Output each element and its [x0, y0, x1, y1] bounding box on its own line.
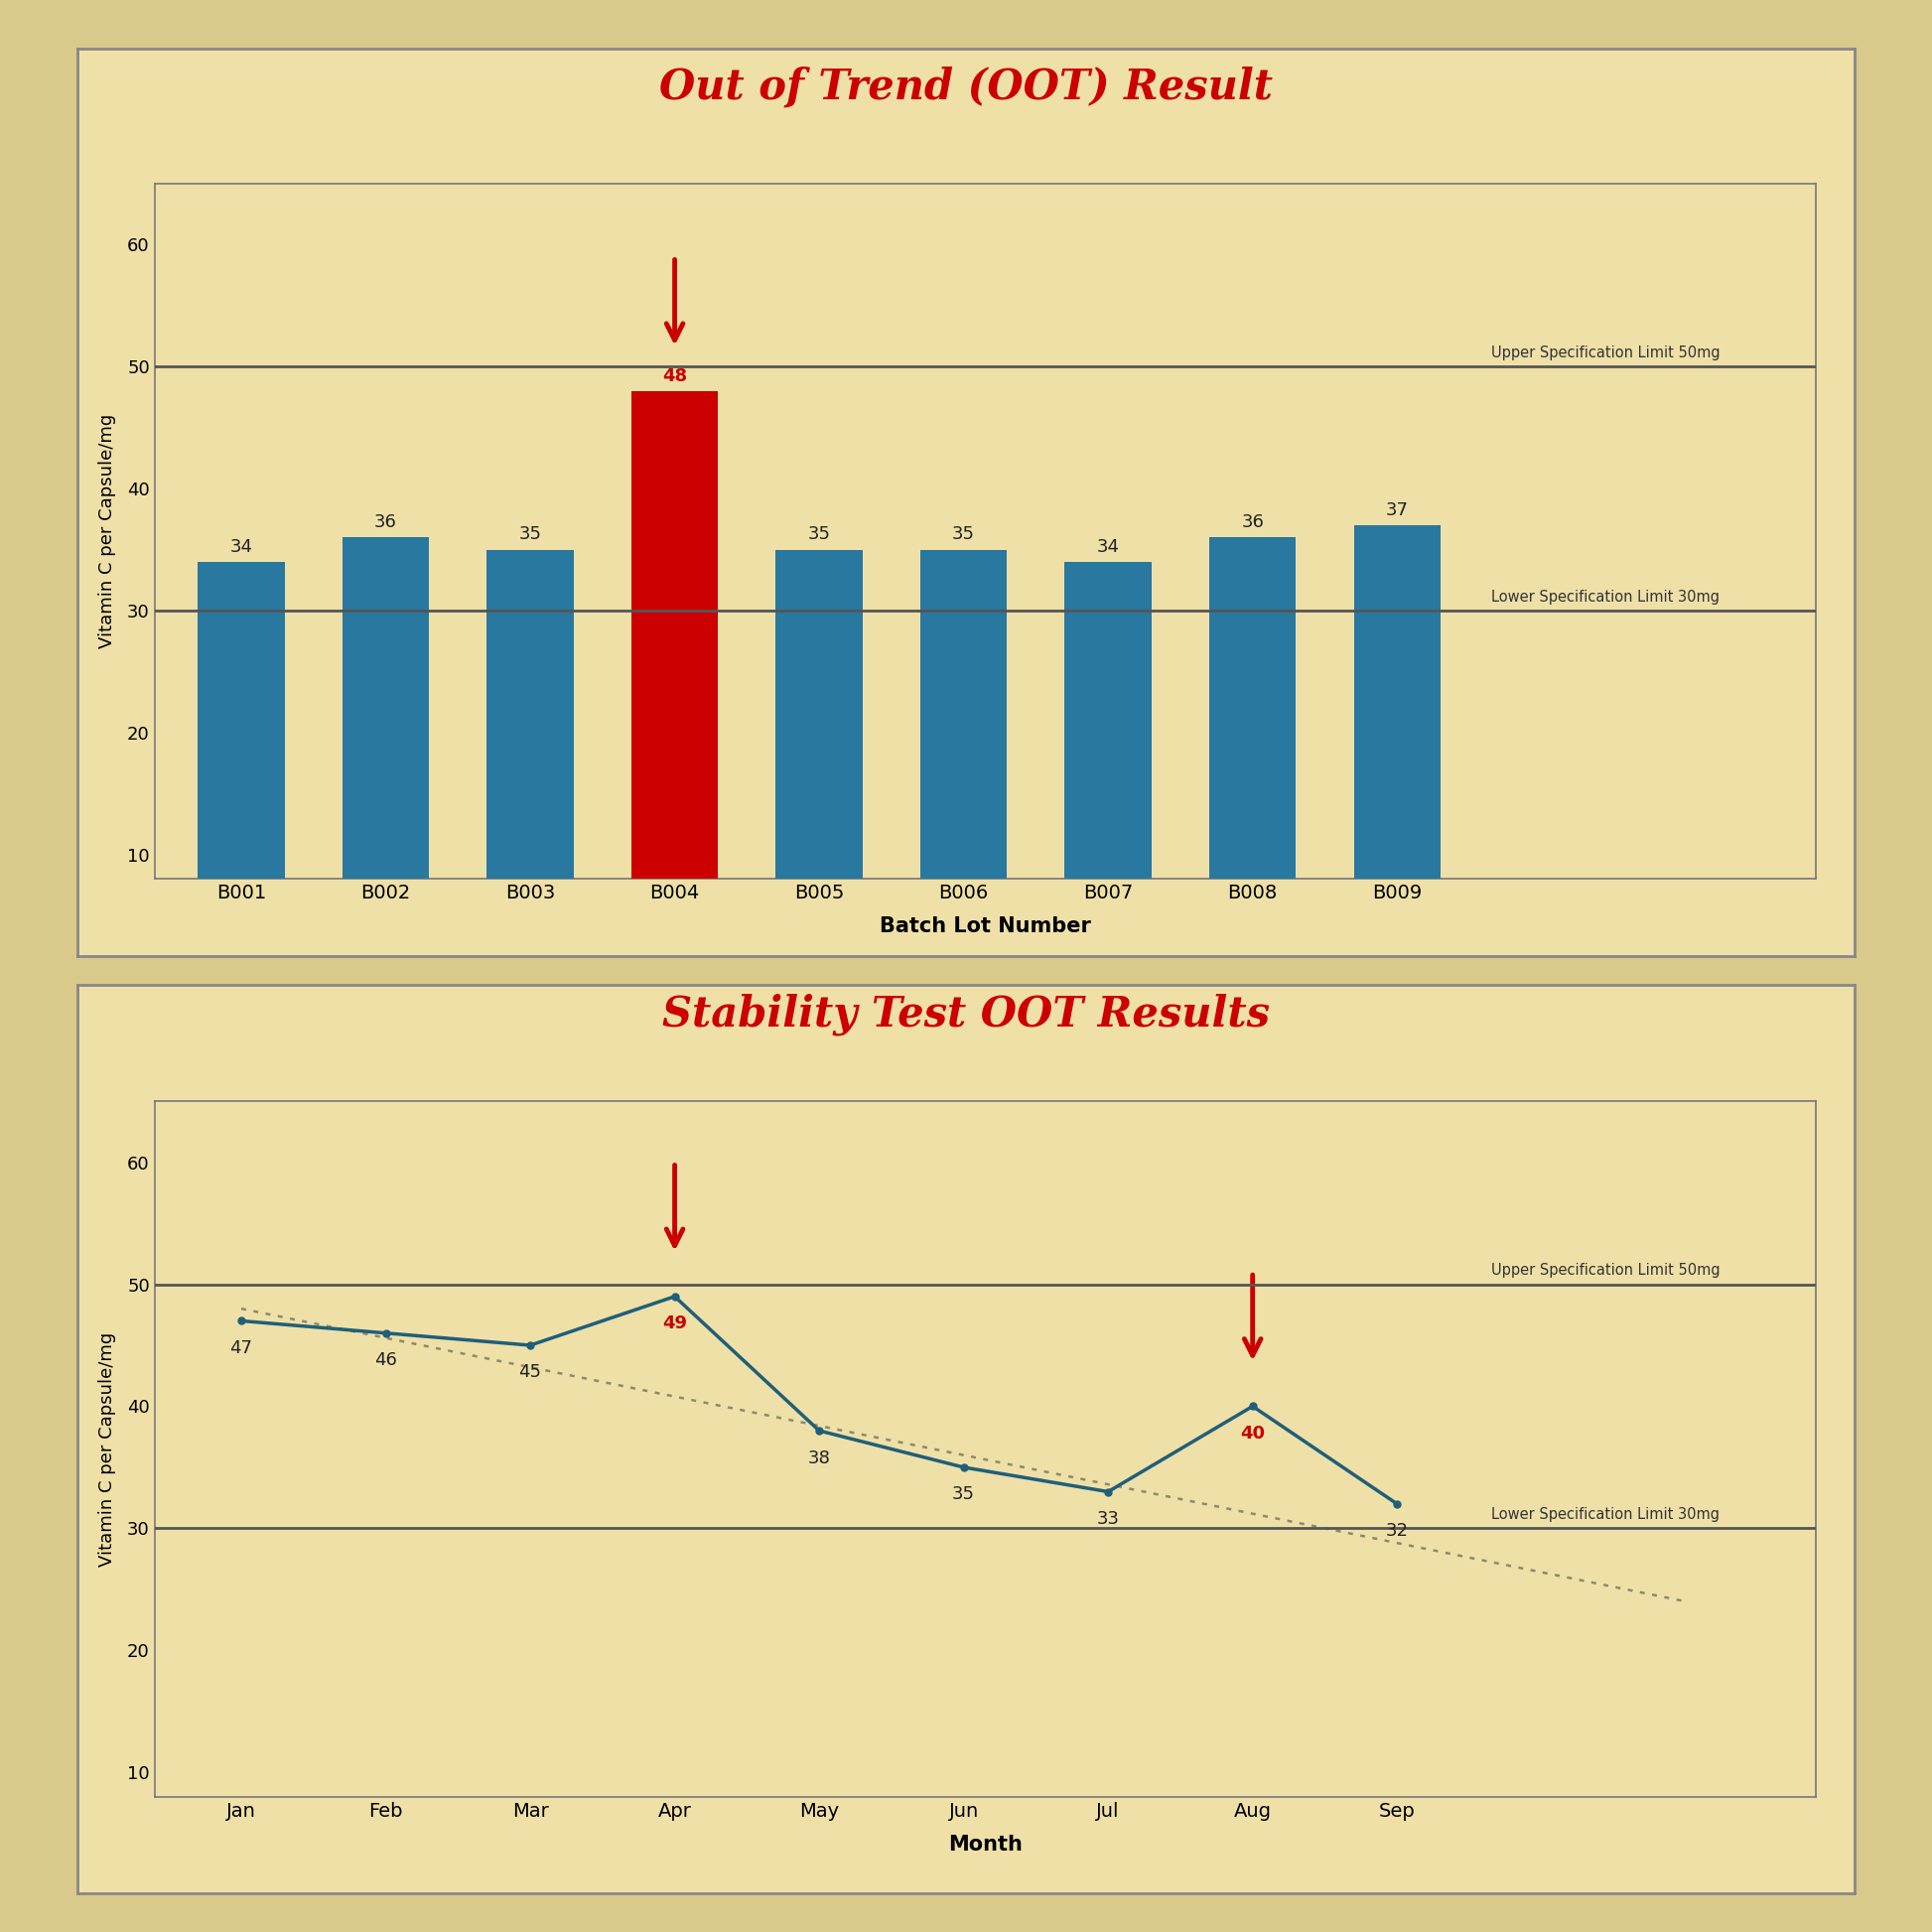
Text: 35: 35	[952, 526, 976, 543]
Text: 46: 46	[375, 1350, 398, 1370]
Text: 49: 49	[663, 1316, 688, 1333]
Text: Upper Specification Limit 50mg: Upper Specification Limit 50mg	[1492, 1264, 1719, 1279]
Text: Lower Specification Limit 30mg: Lower Specification Limit 30mg	[1492, 589, 1719, 605]
Text: Out of Trend (OOT) Result: Out of Trend (OOT) Result	[659, 66, 1273, 108]
Bar	[342, 537, 429, 978]
Text: 37: 37	[1385, 500, 1408, 520]
Text: 32: 32	[1385, 1522, 1408, 1540]
Bar	[1065, 562, 1151, 978]
Bar	[197, 562, 284, 978]
Bar	[632, 390, 719, 978]
Text: 40: 40	[1240, 1424, 1265, 1443]
Text: 36: 36	[1240, 514, 1264, 531]
Text: 35: 35	[952, 1486, 976, 1503]
X-axis label: Batch Lot Number: Batch Lot Number	[879, 916, 1092, 937]
Text: 36: 36	[375, 514, 398, 531]
Text: Stability Test OOT Results: Stability Test OOT Results	[663, 993, 1269, 1036]
Text: 47: 47	[230, 1339, 253, 1356]
X-axis label: Month: Month	[949, 1833, 1022, 1855]
Y-axis label: Vitamin C per Capsule/mg: Vitamin C per Capsule/mg	[99, 413, 116, 649]
Text: 34: 34	[1097, 537, 1119, 556]
Text: 45: 45	[520, 1364, 541, 1381]
Bar	[487, 549, 574, 978]
Text: 35: 35	[520, 526, 541, 543]
Bar	[920, 549, 1007, 978]
Text: Upper Specification Limit 50mg: Upper Specification Limit 50mg	[1492, 346, 1719, 361]
Text: Lower Specification Limit 30mg: Lower Specification Limit 30mg	[1492, 1507, 1719, 1522]
Bar	[777, 549, 862, 978]
Text: 48: 48	[663, 367, 688, 384]
Text: 34: 34	[230, 537, 253, 556]
Text: 38: 38	[808, 1449, 831, 1466]
Bar	[1209, 537, 1296, 978]
Text: 35: 35	[808, 526, 831, 543]
Bar	[1354, 526, 1441, 978]
Y-axis label: Vitamin C per Capsule/mg: Vitamin C per Capsule/mg	[99, 1331, 116, 1567]
Text: 33: 33	[1097, 1511, 1119, 1528]
